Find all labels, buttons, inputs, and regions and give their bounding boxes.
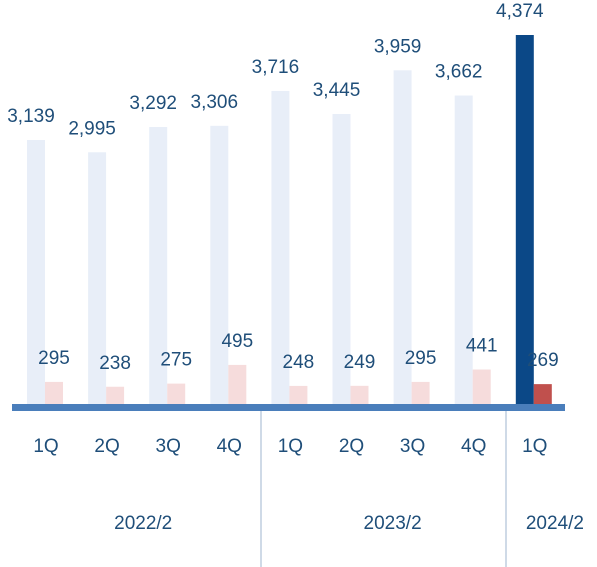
data-label: 4,374	[496, 1, 544, 22]
data-label: 3,716	[252, 57, 300, 78]
data-label: 441	[466, 336, 498, 357]
x-tick-label: 2Q	[339, 436, 364, 457]
bar	[149, 127, 168, 408]
bar	[393, 70, 412, 407]
data-label: 495	[221, 331, 253, 352]
bar	[515, 35, 534, 407]
group-label: 2024/2	[526, 513, 584, 534]
x-tick-label: 1Q	[33, 436, 58, 457]
data-label: 269	[527, 350, 559, 371]
data-label: 295	[405, 348, 437, 369]
bar	[533, 384, 552, 407]
x-tick-label: 4Q	[461, 436, 486, 457]
bar	[88, 152, 107, 407]
bar	[454, 95, 473, 407]
x-tick-label: 4Q	[217, 436, 242, 457]
axis-line	[12, 404, 565, 411]
data-label: 3,306	[191, 92, 239, 113]
bar	[106, 386, 125, 407]
bar	[228, 364, 247, 407]
data-label: 248	[283, 352, 315, 373]
bar	[210, 125, 229, 408]
bar	[411, 381, 430, 407]
x-tick-label: 3Q	[156, 436, 181, 457]
data-label: 3,292	[129, 93, 177, 114]
bar	[27, 140, 45, 407]
data-label: 238	[99, 353, 131, 374]
data-label: 3,662	[435, 62, 483, 83]
bar	[271, 90, 290, 407]
data-label: 249	[344, 352, 376, 373]
data-label: 295	[38, 348, 70, 369]
group-label: 2023/2	[364, 513, 422, 534]
data-label: 2,995	[68, 118, 116, 139]
group-label: 2022/2	[114, 513, 172, 534]
data-label: 3,959	[374, 36, 422, 57]
bar	[472, 369, 491, 407]
x-tick-label: 1Q	[278, 436, 303, 457]
x-tick-label: 3Q	[400, 436, 425, 457]
bar	[332, 114, 351, 407]
data-label: 275	[160, 350, 192, 371]
data-label: 3,445	[313, 80, 361, 101]
data-label: 3,139	[7, 106, 55, 127]
x-tick-label: 2Q	[94, 436, 119, 457]
x-tick-label: 1Q	[522, 436, 547, 457]
bar	[45, 381, 63, 407]
bar	[289, 385, 308, 407]
bar	[350, 385, 369, 407]
bar	[167, 383, 186, 407]
